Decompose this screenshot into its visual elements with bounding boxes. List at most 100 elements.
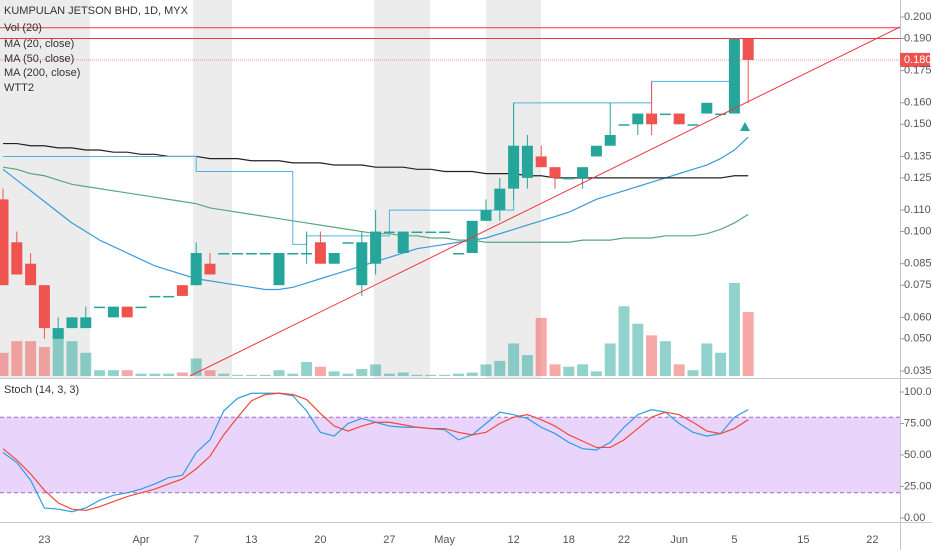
volume-bar <box>149 373 161 376</box>
volume-bar <box>52 329 64 376</box>
legend-entry: WTT2 <box>4 82 34 94</box>
y-tick-label: 0.175 <box>904 65 932 77</box>
volume-bar <box>604 343 616 376</box>
last-price-label: 0.180 <box>904 54 932 66</box>
candle-body <box>314 242 326 264</box>
volume-bar <box>38 346 50 376</box>
ma-line <box>3 37 749 245</box>
volume-bar <box>232 374 244 376</box>
volume-bar <box>66 341 78 376</box>
volume-bar <box>632 323 644 376</box>
y-tick-label: 0.060 <box>904 311 932 323</box>
x-tick-label: 18 <box>563 534 575 546</box>
volume-bar <box>521 355 533 376</box>
x-tick-label: 20 <box>314 534 326 546</box>
volume-bar <box>480 364 492 376</box>
candle-body <box>342 242 354 244</box>
candle-body <box>535 156 547 168</box>
candle-body <box>508 145 520 189</box>
candle-body <box>0 199 9 286</box>
legend-entry: MA (200, close) <box>4 67 80 79</box>
candle-body <box>94 306 106 309</box>
volume-bar <box>383 373 395 376</box>
chart-title: KUMPULAN JETSON BHD, 1D, MYX <box>4 5 189 17</box>
candle-body <box>273 253 285 286</box>
candle-body <box>604 135 616 146</box>
candle-body <box>549 167 561 178</box>
candle-body <box>66 317 78 329</box>
x-tick-label: 15 <box>797 534 809 546</box>
candle-body <box>218 253 230 255</box>
volume-bar <box>204 370 216 376</box>
volume-bar <box>715 352 727 376</box>
candle-body <box>452 253 464 255</box>
legend-volume: Vol (20) <box>4 22 42 34</box>
plot-layer <box>0 27 900 513</box>
candle-body <box>439 231 451 234</box>
y-tick-label: 50.00 <box>904 449 932 461</box>
candle-body <box>121 306 133 318</box>
x-tick-label: Apr <box>132 534 149 546</box>
volume-bar <box>742 312 754 376</box>
volume-bar <box>618 306 630 376</box>
volume-bar <box>549 364 561 376</box>
volume-bar <box>673 364 685 376</box>
volume-bar <box>11 341 23 376</box>
volume-bar <box>411 374 423 376</box>
y-tick-label: 0.125 <box>904 172 932 184</box>
candle-body <box>494 188 506 211</box>
y-tick-label: 0.100 <box>904 225 932 237</box>
last-price-box <box>900 52 930 67</box>
candle-body <box>397 231 409 253</box>
candle-body <box>80 317 92 329</box>
x-tick-label: May <box>434 534 455 546</box>
candle-body <box>715 113 727 116</box>
candle-body <box>11 242 23 275</box>
candle-body <box>646 113 658 125</box>
candle-body <box>383 231 395 234</box>
volume-bar <box>342 373 354 376</box>
candle-body <box>701 102 713 114</box>
candle-body <box>176 285 188 296</box>
candle-body <box>590 145 602 157</box>
ma-line <box>3 142 749 179</box>
volume-bar <box>356 369 368 376</box>
y-tick-label: 0.050 <box>904 333 932 345</box>
y-tick-label: 25.00 <box>904 480 932 492</box>
volume-bar <box>397 372 409 376</box>
y-tick-label: 0.075 <box>904 279 932 291</box>
volume-bar <box>646 335 658 376</box>
candle-body <box>577 167 589 178</box>
volume-bar <box>687 370 699 376</box>
candle-body <box>301 253 313 255</box>
volume-bar <box>508 343 520 376</box>
session-shade <box>193 0 232 378</box>
stoch-line <box>2 392 749 512</box>
volume-bar <box>218 373 230 376</box>
candle-body <box>135 306 147 309</box>
y-tick-label: 0.110 <box>904 204 931 216</box>
candle-body <box>728 38 740 114</box>
legend-entry: MA (50, close) <box>4 53 74 65</box>
trend-line <box>189 26 901 377</box>
y-tick-label: 0.135 <box>904 150 932 162</box>
volume-bar <box>301 362 313 376</box>
y-tick-label: 0.160 <box>904 97 932 109</box>
y-tick-label: 0.035 <box>904 365 932 377</box>
x-tick-label: 27 <box>383 534 395 546</box>
volume-bar <box>701 343 713 376</box>
stoch-title: Stoch (14, 3, 3) <box>4 384 79 396</box>
band-fill <box>0 417 900 493</box>
volume-bar <box>494 360 506 376</box>
volume-bar <box>0 352 9 376</box>
y-tick-label: 75.00 <box>904 417 932 429</box>
candle-body <box>370 231 382 264</box>
candle-body <box>480 210 492 221</box>
candle-body <box>107 306 119 318</box>
candle-body <box>742 38 754 60</box>
candle-body <box>149 295 161 298</box>
candle-body <box>356 242 368 286</box>
x-tick-label: 22 <box>618 534 630 546</box>
volume-bar <box>535 317 547 376</box>
